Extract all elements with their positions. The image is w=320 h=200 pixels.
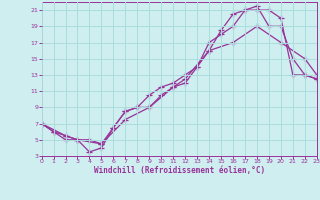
X-axis label: Windchill (Refroidissement éolien,°C): Windchill (Refroidissement éolien,°C) [94,166,265,175]
